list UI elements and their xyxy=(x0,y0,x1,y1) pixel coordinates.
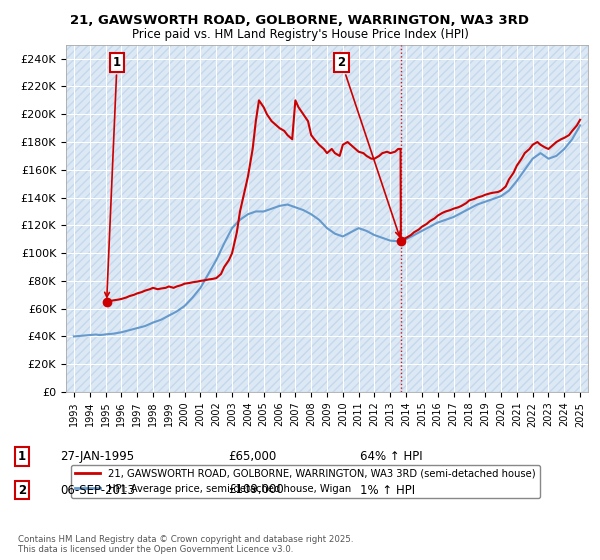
Text: 64% ↑ HPI: 64% ↑ HPI xyxy=(360,450,422,463)
Text: Price paid vs. HM Land Registry's House Price Index (HPI): Price paid vs. HM Land Registry's House … xyxy=(131,28,469,41)
Legend: 21, GAWSWORTH ROAD, GOLBORNE, WARRINGTON, WA3 3RD (semi-detached house), HPI: Av: 21, GAWSWORTH ROAD, GOLBORNE, WARRINGTON… xyxy=(71,465,539,498)
Text: 06-SEP-2013: 06-SEP-2013 xyxy=(60,483,135,497)
Text: 1: 1 xyxy=(104,55,121,297)
Text: 1: 1 xyxy=(18,450,26,463)
Text: Contains HM Land Registry data © Crown copyright and database right 2025.
This d: Contains HM Land Registry data © Crown c… xyxy=(18,535,353,554)
Bar xyxy=(66,45,588,392)
Text: 21, GAWSWORTH ROAD, GOLBORNE, WARRINGTON, WA3 3RD: 21, GAWSWORTH ROAD, GOLBORNE, WARRINGTON… xyxy=(71,14,530,27)
Text: £109,000: £109,000 xyxy=(228,483,284,497)
Text: 2: 2 xyxy=(337,55,400,236)
Text: 1% ↑ HPI: 1% ↑ HPI xyxy=(360,483,415,497)
Text: 2: 2 xyxy=(18,483,26,497)
Text: £65,000: £65,000 xyxy=(228,450,276,463)
Text: 27-JAN-1995: 27-JAN-1995 xyxy=(60,450,134,463)
